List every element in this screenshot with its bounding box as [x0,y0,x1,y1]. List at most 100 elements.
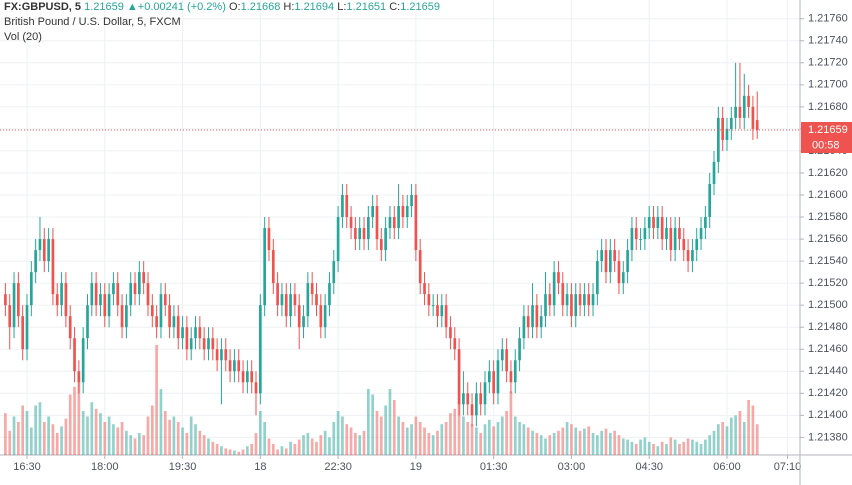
volume-bar [673,439,677,455]
volume-bar [544,438,547,455]
volume-bar [704,439,707,455]
x-tick-label: 01:30 [480,461,508,473]
volume-bar [453,408,457,455]
volume-bar [4,413,7,455]
volume-bar [367,389,370,455]
volume-bar [522,424,526,455]
candle-body [125,305,128,328]
candle-body [388,217,392,229]
volume-bar [483,424,487,455]
candle-body [29,272,33,306]
candle-body [531,305,534,328]
candle-body [297,305,301,328]
volume-bar [107,416,111,455]
volume-bar [362,430,366,455]
candle-body [116,283,120,306]
volume-bar [176,422,180,455]
volume-bar [172,416,176,455]
candle-body [414,195,418,251]
volume-bar [371,394,375,455]
candle-body [695,239,699,251]
volume-bar [99,413,102,455]
candle-body [142,272,146,284]
candle-body [686,250,690,262]
volume-bar [29,427,33,455]
candle-body [699,228,703,240]
volume-bar [427,433,431,455]
volume-bar [112,424,115,455]
candle-body [371,206,375,218]
y-tick-label: 1.21460 [808,343,848,355]
volume-bar [401,422,405,455]
candle-body [362,228,366,240]
candle-body [561,283,565,306]
volume-bar [254,433,258,455]
volume-bar [721,422,724,455]
candle-body [436,305,439,317]
candle-body [751,106,755,129]
candle-body [678,228,681,240]
candle-body [509,371,513,383]
volume-bar [310,438,314,455]
volume-bar [60,426,63,455]
candle-body [716,117,720,162]
volume-bar [410,424,413,455]
candle-body [600,250,604,262]
candle-body [587,294,591,306]
candle-body [202,338,206,350]
candle-body [358,228,362,240]
volume-bar [68,394,72,455]
chart-title: British Pound / U.S. Dollar, 5, FXCM [4,16,181,28]
volume-bar [103,422,107,455]
volume-bar [716,424,720,455]
volume-bar [73,386,76,455]
volume-bar [591,433,595,455]
ohlc-label: C: [389,1,401,13]
candle-body [427,294,431,306]
volume-bar [280,446,284,455]
volume-bar [207,438,210,455]
volume-bar [263,422,266,455]
volume-bar [643,437,647,455]
candle-body [220,349,223,361]
volume-bar [163,411,167,455]
candle-body [673,228,677,251]
candle-body [241,371,245,383]
volume-bar [90,402,94,455]
volume-bar [315,441,318,455]
candle-body [621,272,625,284]
candle-body [617,261,621,284]
candle-body [163,294,167,306]
volume-bar [729,417,733,455]
price-tag [801,122,852,138]
candle-body [401,206,405,218]
candle-body [470,404,474,416]
volume-bar [224,448,228,455]
candle-body [181,327,184,339]
volume-bar [449,413,452,455]
volume-bar [341,416,344,455]
volume-bar [289,441,292,455]
volume-bar [414,416,418,455]
volume-bar [405,427,409,455]
candle-body [608,250,612,273]
candle-body [738,106,742,118]
candle-body [228,360,232,372]
volume-bar [708,435,712,455]
candle-body [155,316,158,328]
volume-bar [228,449,232,455]
candle-body [440,305,444,317]
volume-bar [138,433,141,455]
volume-bar [233,450,236,455]
candle-body [332,261,336,284]
volume-bar [738,411,742,455]
volume-bar [293,444,297,455]
candle-body [691,250,694,262]
candle-body [271,250,275,284]
candle-body [418,250,422,284]
volume-bar [574,427,578,455]
candle-body [42,239,46,262]
candle-body [349,217,353,229]
ohlc-label: L: [337,1,347,13]
